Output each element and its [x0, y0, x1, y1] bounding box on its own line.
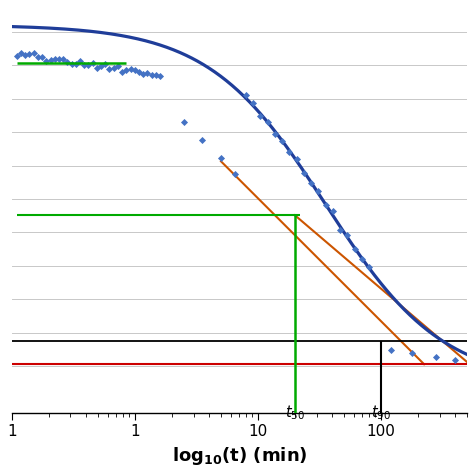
- Point: [51, 55, 58, 63]
- Point: [89, 59, 96, 66]
- Point: [64, 58, 71, 66]
- Point: [278, 137, 286, 145]
- Point: [231, 170, 239, 178]
- Point: [432, 353, 440, 361]
- Text: $t_{90}$: $t_{90}$: [371, 404, 391, 422]
- Text: $t_{50}$: $t_{50}$: [285, 404, 305, 422]
- Point: [106, 65, 113, 73]
- Point: [131, 67, 138, 74]
- Point: [47, 56, 55, 64]
- Point: [358, 255, 365, 263]
- Point: [85, 61, 92, 68]
- Point: [307, 179, 315, 187]
- Point: [249, 99, 257, 107]
- Point: [152, 71, 160, 79]
- Point: [76, 57, 84, 64]
- Point: [293, 155, 301, 163]
- Point: [43, 57, 50, 64]
- Point: [110, 64, 118, 72]
- Point: [198, 136, 206, 144]
- Point: [30, 50, 37, 57]
- Point: [286, 148, 293, 156]
- Point: [55, 55, 63, 63]
- Point: [387, 346, 394, 354]
- Point: [264, 118, 272, 125]
- Point: [68, 61, 75, 68]
- Point: [93, 64, 100, 72]
- Point: [81, 62, 88, 69]
- Point: [101, 61, 109, 68]
- Point: [139, 71, 147, 78]
- Point: [122, 66, 130, 74]
- Point: [127, 65, 134, 73]
- Point: [114, 63, 122, 70]
- Point: [337, 226, 344, 234]
- Point: [97, 62, 105, 70]
- Point: [72, 60, 80, 67]
- Point: [135, 68, 143, 76]
- Point: [451, 356, 459, 364]
- Point: [315, 187, 322, 195]
- Point: [329, 207, 337, 215]
- Point: [217, 154, 225, 162]
- Point: [300, 169, 308, 177]
- Point: [180, 118, 188, 126]
- Point: [144, 70, 151, 77]
- X-axis label: $\mathregular{log_{10}(t)}$ (min): $\mathregular{log_{10}(t)}$ (min): [172, 445, 307, 467]
- Point: [148, 71, 155, 78]
- Point: [365, 263, 373, 271]
- Point: [271, 130, 279, 137]
- Point: [21, 52, 29, 59]
- Point: [13, 52, 21, 60]
- Point: [38, 54, 46, 61]
- Point: [34, 53, 42, 60]
- Point: [344, 231, 351, 238]
- Point: [409, 350, 416, 357]
- Point: [156, 72, 164, 80]
- Point: [257, 112, 264, 119]
- Point: [59, 55, 67, 63]
- Point: [26, 50, 33, 58]
- Point: [17, 49, 25, 56]
- Point: [351, 245, 358, 253]
- Point: [242, 91, 250, 99]
- Point: [118, 68, 126, 75]
- Point: [322, 201, 329, 209]
